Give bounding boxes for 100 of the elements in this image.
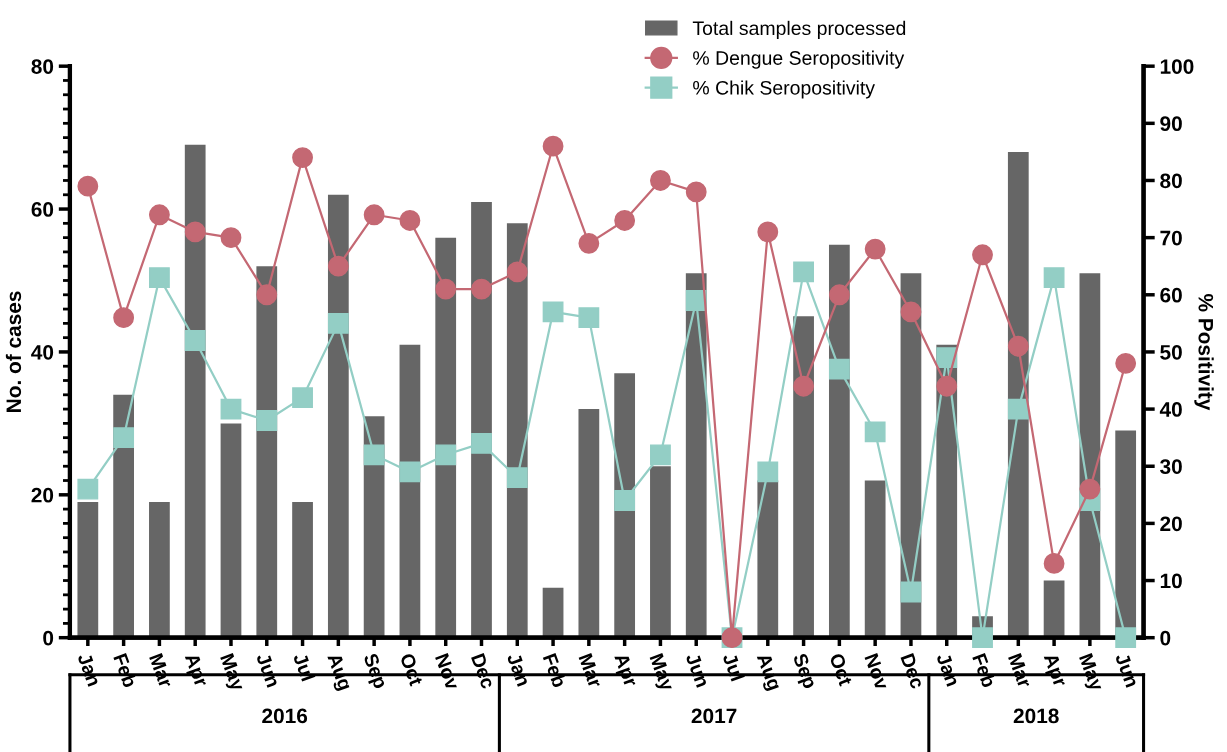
y2-tick-label: 100: [1160, 59, 1194, 74]
point: [1079, 478, 1101, 500]
point: [292, 147, 313, 169]
x-tick-label: Nov: [864, 653, 890, 691]
point: [685, 181, 707, 203]
point: [399, 210, 421, 231]
legend-label: % Dengue Seropositivity: [693, 50, 905, 69]
point: [113, 427, 135, 449]
bar: [1043, 580, 1065, 638]
point: [292, 387, 313, 409]
point: [1007, 398, 1029, 420]
point: [936, 375, 958, 397]
point: [148, 267, 170, 289]
point: [757, 461, 779, 483]
y2-tick-label: 80: [1160, 173, 1182, 189]
y-tick-label: 80: [31, 59, 54, 74]
y2-tick-label: 10: [1160, 573, 1182, 589]
point: [542, 301, 564, 323]
y2-tick-label: 70: [1160, 230, 1182, 246]
y2-tick-label: 60: [1160, 287, 1182, 303]
point: [471, 278, 492, 300]
y-tick-label: 0: [43, 630, 54, 646]
point: [506, 261, 528, 283]
point: [650, 170, 671, 191]
y2-tick-label: 90: [1160, 116, 1182, 132]
point: [614, 210, 636, 231]
point: [1007, 335, 1029, 357]
y-tick-label: 60: [31, 202, 54, 217]
point: [578, 232, 600, 254]
text: 2017: [691, 708, 737, 724]
point: [542, 135, 564, 157]
x-tick-label: Feb: [113, 652, 138, 689]
point: [972, 627, 993, 649]
bar: [149, 501, 170, 638]
legend-label: Total samples processed: [692, 20, 906, 39]
point: [972, 244, 993, 266]
y2-tick-label: 50: [1160, 344, 1182, 360]
y-tick-label: 20: [31, 487, 54, 503]
bar: [793, 316, 814, 638]
bar: [614, 373, 636, 638]
y2-tick-label: 0: [1160, 630, 1171, 646]
bar: [471, 201, 492, 638]
x-tick-label: Jan: [936, 652, 960, 687]
y-tick-label: 40: [31, 344, 54, 360]
bar: [542, 587, 564, 638]
point: [184, 221, 206, 243]
point: [399, 461, 421, 483]
bar: [77, 501, 99, 638]
bar: [184, 144, 206, 638]
point: [220, 227, 242, 249]
point: [793, 261, 815, 283]
point: [900, 301, 922, 323]
y2-tick-label: 30: [1160, 459, 1182, 475]
point: [793, 375, 815, 397]
point: [220, 398, 242, 420]
x-tick-label: Jun: [1114, 652, 1140, 688]
bar: [435, 237, 457, 638]
y2-tick-label: 40: [1159, 402, 1182, 417]
point: [77, 175, 99, 197]
x-tick-label: Jan: [77, 652, 101, 687]
point: [184, 330, 206, 351]
bar: [327, 194, 349, 638]
y-axis-title: No. of cases: [5, 291, 22, 412]
x-tick-label: Oct: [829, 652, 853, 687]
point: [650, 444, 671, 466]
point: [757, 221, 779, 243]
legend-label: % Chik Seropositivity: [693, 80, 875, 99]
point: [506, 467, 528, 489]
point: [435, 444, 457, 466]
bar: [757, 480, 779, 638]
point: [77, 478, 99, 500]
point: [578, 307, 600, 329]
point: [864, 421, 886, 443]
point: [327, 255, 349, 277]
bar: [864, 480, 886, 638]
point: [828, 284, 850, 306]
x-tick-label: Oct: [399, 652, 424, 687]
bar: [650, 466, 671, 638]
bar: [292, 501, 313, 638]
y2-tick-label: 20: [1160, 516, 1182, 532]
point: [363, 204, 385, 226]
point: [363, 444, 385, 466]
point: [471, 432, 492, 454]
text: 2016: [262, 708, 308, 724]
point: [113, 307, 135, 329]
point: [256, 284, 278, 306]
point: [614, 490, 636, 511]
point: [256, 410, 278, 431]
point: [1043, 267, 1065, 289]
point: [864, 238, 886, 260]
point: [1043, 552, 1065, 574]
bar: [578, 409, 600, 638]
x-tick-label: May: [1075, 653, 1105, 694]
point: [327, 312, 349, 334]
x-tick-label: Jun: [256, 652, 281, 688]
point: [1115, 627, 1137, 649]
text: 2018: [1013, 708, 1059, 724]
x-tick-label: May: [216, 653, 246, 694]
x-tick-label: May: [645, 653, 675, 694]
x-tick-label: Sep: [789, 652, 818, 691]
